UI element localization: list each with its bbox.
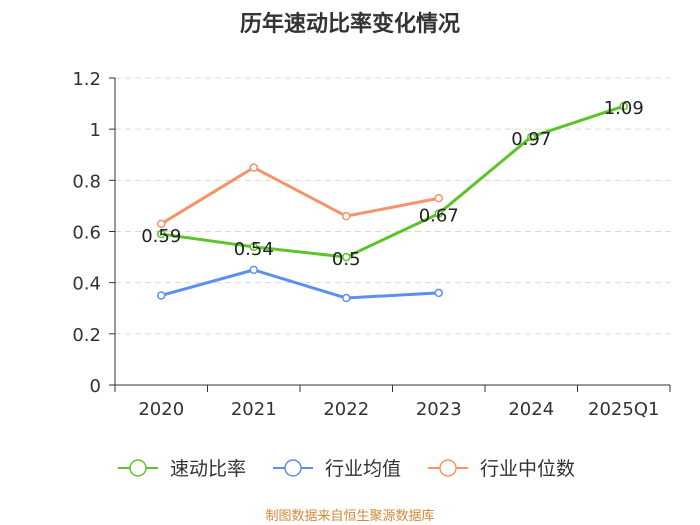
y-tick-label: 0.8 <box>72 171 101 192</box>
data-label: 0.54 <box>234 239 274 260</box>
legend-marker-icon <box>129 459 147 477</box>
legend-marker-icon <box>439 459 457 477</box>
data-point <box>249 163 258 172</box>
chart-title: 历年速动比率变化情况 <box>239 12 460 37</box>
x-tick-label: 2025Q1 <box>588 399 659 420</box>
data-point <box>619 101 628 111</box>
series-line-0 <box>161 104 625 259</box>
data-point <box>434 288 443 298</box>
y-tick-label: 1.2 <box>72 69 101 90</box>
data-labels: 0.59 0.54 0.5 0.67 0.97 1.09 <box>141 98 644 270</box>
data-point <box>527 132 536 142</box>
data-point <box>434 193 443 203</box>
y-tick-label: 0.6 <box>72 223 101 244</box>
data-point <box>157 229 166 239</box>
data-label: 0.67 <box>419 206 459 227</box>
data-point <box>157 291 166 300</box>
y-tick-label: 0.4 <box>72 274 101 295</box>
x-tick-label: 2021 <box>231 399 277 420</box>
legend: 速动比率 行业均值 行业中位数 <box>118 458 575 480</box>
series-line-2 <box>160 166 440 226</box>
data-point <box>249 242 258 252</box>
data-label: 0.97 <box>511 129 551 150</box>
data-label: 0.59 <box>141 226 181 247</box>
y-tick-label: 0.2 <box>72 325 101 346</box>
y-tick-label: 0 <box>90 376 101 397</box>
data-point <box>157 219 166 229</box>
legend-marker-icon <box>284 459 302 477</box>
x-tick-label: 2020 <box>138 399 184 420</box>
legend-label: 行业中位数 <box>480 458 575 480</box>
legend-label: 行业均值 <box>325 458 401 480</box>
data-point <box>342 211 351 221</box>
axes: 0 0.2 0.4 0.6 0.8 1 1.2 2020 2021 2022 2023 2024 202… <box>72 69 671 420</box>
data-point <box>342 293 351 303</box>
series-lines <box>157 101 628 303</box>
x-tick-label: 2022 <box>323 399 369 420</box>
data-point <box>434 209 443 218</box>
data-point <box>249 265 258 275</box>
series-line-1 <box>160 268 439 300</box>
legend-label: 速动比率 <box>170 458 246 480</box>
x-tick-label: 2023 <box>416 399 462 420</box>
source-note: 制图数据来自恒生聚源数据库 <box>265 509 435 524</box>
data-point <box>342 252 351 262</box>
data-label: 1.09 <box>604 98 644 119</box>
x-tick-label: 2024 <box>508 399 554 420</box>
y-tick-label: 1 <box>90 120 101 141</box>
data-label: 0.5 <box>332 249 361 270</box>
